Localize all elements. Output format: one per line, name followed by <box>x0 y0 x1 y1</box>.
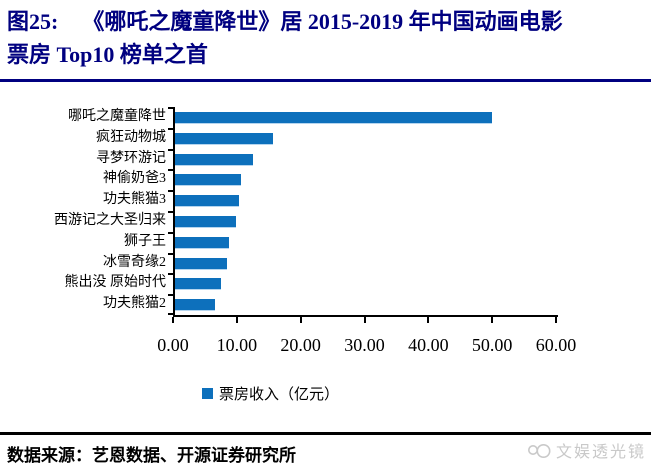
y-axis-tick <box>168 190 173 193</box>
bar <box>175 174 242 187</box>
category-label: 冰雪奇缘2 <box>103 254 166 270</box>
category-label: 功夫熊猫2 <box>103 296 166 312</box>
x-axis-tick <box>427 317 430 323</box>
lens-icon <box>527 443 551 458</box>
x-axis-tick-label: 10.00 <box>216 335 258 355</box>
category-label: 西游记之大圣归来 <box>54 213 166 228</box>
watermark: 文娱透光镜 <box>527 438 646 462</box>
x-axis-tick <box>555 317 557 323</box>
title-divider <box>0 79 651 82</box>
x-axis-tick-label: 30.00 <box>344 335 385 355</box>
y-axis-tick <box>168 294 173 297</box>
bar <box>175 257 228 270</box>
y-axis-tick <box>168 313 173 315</box>
category-label: 狮子王 <box>124 233 166 249</box>
bar <box>175 215 237 228</box>
y-axis-tick <box>168 231 173 234</box>
x-axis-tick-label: 60.00 <box>535 335 577 355</box>
category-label: 寻梦环游记 <box>96 150 166 166</box>
figure-title: 图25: 《哪吒之魔童降世》居 2015-2019 年中国动画电影 票房 Top… <box>7 5 645 71</box>
watermark-text: 文娱透光镜 <box>555 444 646 461</box>
footer-divider <box>0 432 651 435</box>
legend: 票房收入（亿元） <box>202 383 339 404</box>
y-axis-tick <box>168 148 173 151</box>
category-label: 功夫熊猫3 <box>103 192 166 208</box>
bar <box>175 299 215 312</box>
figure-number: 图25: <box>7 9 59 34</box>
category-label: 哪吒之魔童降世 <box>68 109 166 124</box>
bar-chart: 票房收入（亿元） 哪吒之魔童降世疯狂动物城寻梦环游记神偷奶爸3 功夫熊猫3 西游记之… <box>0 95 651 415</box>
x-axis-tick-label: 0.00 <box>157 335 189 355</box>
figure-title-row: 图25: 《哪吒之魔童降世》居 2015-2019 年中国动画电影 <box>7 5 645 38</box>
y-axis-tick <box>168 252 173 255</box>
y-axis-tick <box>168 211 173 213</box>
x-axis-tick <box>235 317 238 323</box>
y-axis-tick <box>168 107 173 109</box>
x-axis-tick <box>363 317 366 323</box>
legend-swatch <box>202 388 213 399</box>
bar <box>175 111 493 124</box>
data-source: 数据来源：艺恩数据、开源证券研究所 <box>7 446 296 465</box>
legend-label: 票房收入（亿元） <box>219 387 340 403</box>
y-axis-tick <box>168 273 173 276</box>
x-axis-tick <box>491 317 494 323</box>
plot-area <box>168 107 558 317</box>
x-axis-tick <box>299 317 302 323</box>
bar <box>175 132 273 145</box>
bar <box>175 195 239 208</box>
bar <box>175 278 221 291</box>
bar <box>175 153 253 166</box>
category-label: 疯狂动物城 <box>96 129 166 145</box>
bar <box>175 236 229 249</box>
x-axis-tick <box>172 317 174 323</box>
x-axis-tick-label: 50.00 <box>471 335 513 355</box>
y-axis-tick <box>168 127 173 130</box>
figure-title-line2: 票房 Top10 榜单之首 <box>7 42 208 67</box>
figure-title-line1: 《哪吒之魔童降世》居 2015-2019 年中国动画电影 <box>82 9 563 34</box>
y-axis-tick <box>168 169 173 172</box>
category-label: 熊出没 原始时代 <box>64 275 167 291</box>
category-label: 神偷奶爸3 <box>103 171 166 187</box>
x-axis-tick-label: 40.00 <box>408 335 449 355</box>
x-axis-tick-label: 20.00 <box>280 335 321 355</box>
